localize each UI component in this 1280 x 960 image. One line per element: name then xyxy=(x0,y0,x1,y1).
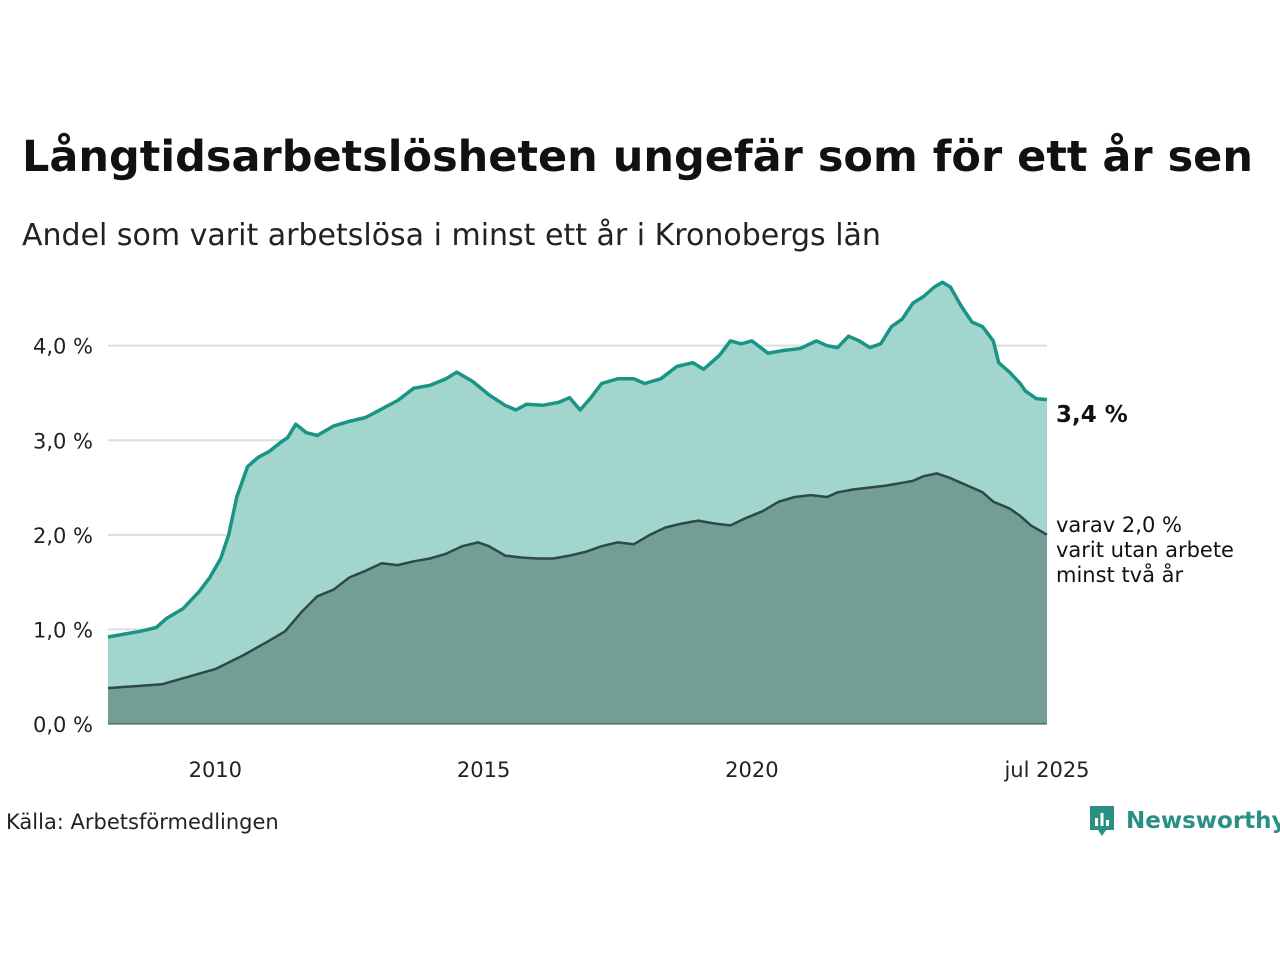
line-total xyxy=(107,280,1048,639)
x-tick-label: jul 2025 xyxy=(1003,758,1089,782)
chart-subtitle: Andel som varit arbetslösa i minst ett å… xyxy=(22,218,881,253)
sub-annotation-line-3: minst två år xyxy=(1056,562,1184,587)
x-tick-label: 2015 xyxy=(457,758,510,782)
y-tick-labels: 0,0 % 1,0 % 2,0 % 3,0 % 4,0 % xyxy=(33,335,93,737)
brand-name: Newsworthy xyxy=(1126,808,1280,834)
brand-logo[interactable]: Newsworthy xyxy=(1088,804,1280,838)
x-tick-label: 2020 xyxy=(725,758,778,782)
x-tick-labels: 2010 2015 2020 jul 2025 xyxy=(189,758,1090,782)
line-long-term xyxy=(107,472,1048,690)
sub-annotation-line-2: varit utan arbete xyxy=(1056,538,1234,562)
y-tick-label: 2,0 % xyxy=(33,524,93,548)
chart-title: Långtidsarbetslösheten ungefär som för e… xyxy=(22,132,1253,182)
y-tick-label: 3,0 % xyxy=(33,429,93,453)
y-tick-label: 0,0 % xyxy=(33,713,93,737)
y-tick-label: 1,0 % xyxy=(33,618,93,642)
source-note: Källa: Arbetsförmedlingen xyxy=(6,810,279,834)
area-long-fill xyxy=(108,473,1047,724)
y-tick-label: 4,0 % xyxy=(33,335,93,359)
newsworthy-logo-icon xyxy=(1090,806,1114,836)
x-tick-label: 2010 xyxy=(189,758,242,782)
sub-annotation-line-1: varav 2,0 % xyxy=(1056,513,1182,537)
end-value-label: 3,4 % xyxy=(1056,402,1128,428)
